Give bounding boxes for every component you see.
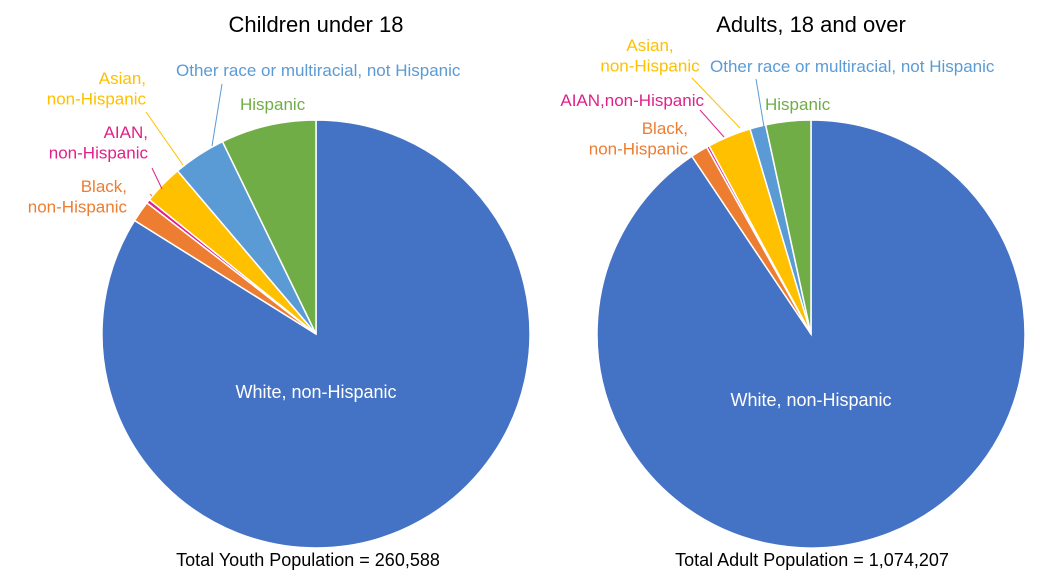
adult-slice-hispanic [764, 119, 812, 335]
youth-total-population: Total Youth Population = 260,588 [176, 550, 440, 570]
adult-total-population: Total Adult Population = 1,074,207 [675, 550, 949, 570]
adult-chart-title: Adults, 18 and over [716, 12, 906, 37]
adult-label-asian-non-hispanic: Asian, non-Hispanic [600, 36, 700, 75]
youth-label-other-race-or-multiracial-not-hispanic: Other race or multiracial, not Hispanic [176, 61, 461, 80]
youth-label-asian-non-hispanic: Asian, non-Hispanic [47, 69, 147, 108]
adult-leader-asian-non-hispanic [691, 77, 741, 129]
adult-label-other-race-or-multiracial-not-hispanic: Other race or multiracial, not Hispanic [710, 57, 995, 76]
youth-label-black-non-hispanic: Black, non-Hispanic [28, 177, 128, 216]
adult-label-aian-non-hispanic: AIAN,non-Hispanic [560, 91, 704, 110]
adult-pie-chart: Adults, 18 and over White, non-Hispanic Bl… [560, 12, 1026, 570]
youth-label-white-non-hispanic: White, non-Hispanic [235, 382, 396, 402]
youth-label-aian-non-hispanic: AIAN, non-Hispanic [49, 123, 149, 162]
youth-slice-hispanic [221, 119, 317, 335]
adult-label-hispanic: Hispanic [765, 95, 831, 114]
youth-leader-aian-non-hispanic [151, 167, 163, 190]
youth-leader-black-non-hispanic [149, 193, 153, 197]
adult-label-black-non-hispanic: Black, non-Hispanic [589, 119, 689, 158]
adult-label-white-non-hispanic: White, non-Hispanic [730, 390, 891, 410]
youth-slice-white-non-hispanic [101, 119, 531, 549]
youth-leader-asian-non-hispanic [145, 111, 184, 166]
youth-pie-chart: Children under 18 White, non-Hispanic Blac… [28, 12, 531, 570]
adult-leader-aian-non-hispanic [699, 109, 725, 138]
adult-leader-other-race-or-multiracial-not-hispanic [755, 78, 765, 128]
youth-label-hispanic: Hispanic [240, 95, 306, 114]
youth-chart-title: Children under 18 [229, 12, 404, 37]
youth-leader-other-race-or-multiracial-not-hispanic [211, 83, 223, 147]
